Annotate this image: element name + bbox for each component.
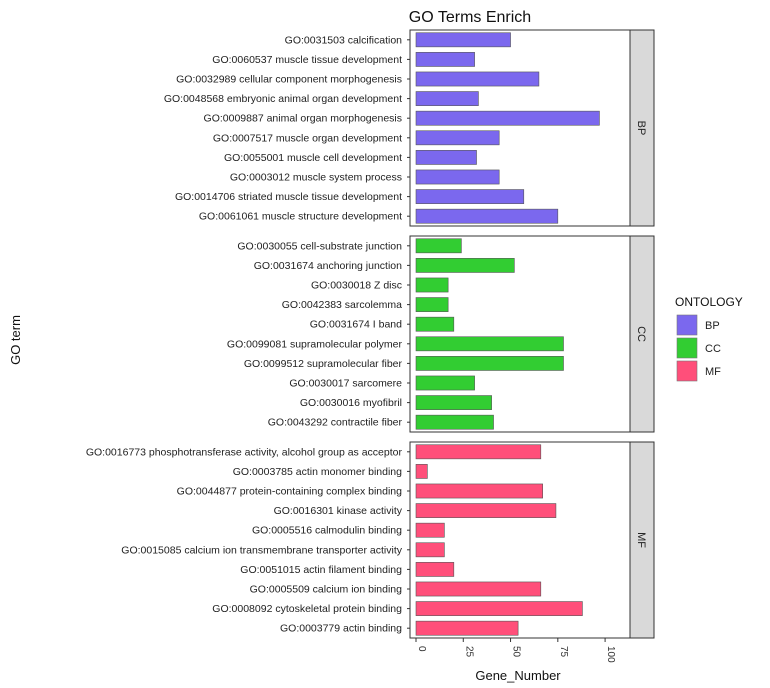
bar [415,130,500,146]
category-label: GO:0008092 cytoskeletal protein binding [212,603,402,615]
x-axis-title: Gene_Number [475,668,561,683]
category-label: GO:0007517 muscle organ development [213,132,402,144]
x-tick-label: 0 [416,646,427,652]
bar [415,414,494,430]
bar [415,277,449,293]
facet-panel-bp: BP GO:0061061 muscle structure developmen… [164,29,655,227]
category-label: GO:0051015 actin filament binding [240,564,402,576]
category-label: GO:0030017 sarcomere [289,378,402,390]
bar [415,375,475,391]
bar [415,336,564,352]
category-label: GO:0099081 supramolecular polymer [227,338,403,350]
legend: ONTOLOGY BP CC MF [675,295,743,382]
category-label: GO:0043292 contractile fiber [268,417,403,429]
y-axis-title: GO term [8,315,23,365]
legend-label: BP [705,320,720,332]
x-tick-label: 25 [463,646,474,658]
bar [415,542,445,558]
facet-strip [629,235,655,433]
category-label: GO:0016773 phosphotransferase activity, … [86,446,403,458]
legend-label: MF [705,366,721,378]
x-axis: 0 25 50 75 100 [415,638,616,663]
legend-swatch [676,360,698,382]
bar [415,150,477,165]
category-label: GO:0015085 calcium ion transmembrane tra… [121,544,402,556]
category-label: GO:0048568 embryonic animal organ develo… [164,93,402,105]
bar [415,503,557,518]
bar [415,581,542,597]
category-label: GO:0099512 supramolecular fiber [244,358,403,370]
facet-strip-label: CC [635,326,647,342]
bar [415,601,583,616]
facet-panels: BP GO:0061061 muscle structure developmen… [86,29,655,639]
category-label: GO:0055001 muscle cell development [224,152,402,164]
bar [415,316,455,332]
category-label: GO:0003779 actin binding [280,623,402,635]
chart-title: GO Terms Enrich [409,9,531,26]
category-label: GO:0031674 I band [310,319,402,331]
bar [415,522,445,538]
facet-panel-mf: MF GO:0003779 actin binding GO:0008092 cyt… [86,441,655,639]
bar [415,238,462,254]
facet-panel-cc: CC GO:0043292 contractile fiber GO:0030016… [227,235,655,433]
category-label: GO:0061061 muscle structure development [199,211,402,223]
bar [415,444,542,460]
bar [415,258,515,273]
x-tick-label: 100 [605,646,616,663]
category-label: GO:0044877 protein-containing complex bi… [177,486,402,498]
facet-strip-label: MF [635,532,647,548]
category-label: GO:0030018 Z disc [311,280,402,292]
bar [415,110,600,126]
category-label: GO:0003785 actin monomer binding [233,466,402,478]
legend-label: CC [705,343,721,355]
bar [415,620,519,636]
bar [415,169,500,185]
x-tick-label: 75 [558,646,569,658]
legend-title: ONTOLOGY [675,295,743,309]
bar [415,297,449,312]
bar [415,71,540,87]
category-label: GO:0016301 kinase activity [274,505,403,517]
bar [415,464,428,479]
bar [415,189,525,204]
category-label: GO:0005516 calmodulin binding [252,525,402,537]
bar [415,208,559,224]
facet-strip-label: BP [635,121,647,136]
category-label: GO:0030055 cell-substrate junction [237,240,402,252]
category-label: GO:0003012 muscle system process [230,172,402,184]
category-label: GO:0005509 calcium ion binding [250,584,403,596]
legend-swatch [676,337,698,359]
facet-strip [629,29,655,227]
category-label: GO:0042383 sarcolemma [282,299,402,311]
category-label: GO:0031503 calcification [285,34,402,46]
category-label: GO:0032989 cellular component morphogene… [176,74,402,86]
facet-strip [629,441,655,639]
bar [415,395,492,410]
category-label: GO:0031674 anchoring junction [254,260,402,272]
bar [415,562,455,577]
bar [415,32,511,48]
legend-swatch [676,314,698,336]
bar [415,91,479,106]
category-label: GO:0014706 striated muscle tissue develo… [175,191,402,203]
bar [415,52,475,67]
bar [415,483,543,499]
category-label: GO:0030016 myofibril [300,397,402,409]
x-tick-label: 50 [511,646,522,658]
bar [415,356,564,371]
category-label: GO:0009887 animal organ morphogenesis [204,113,402,125]
category-label: GO:0060537 muscle tissue development [212,54,402,66]
